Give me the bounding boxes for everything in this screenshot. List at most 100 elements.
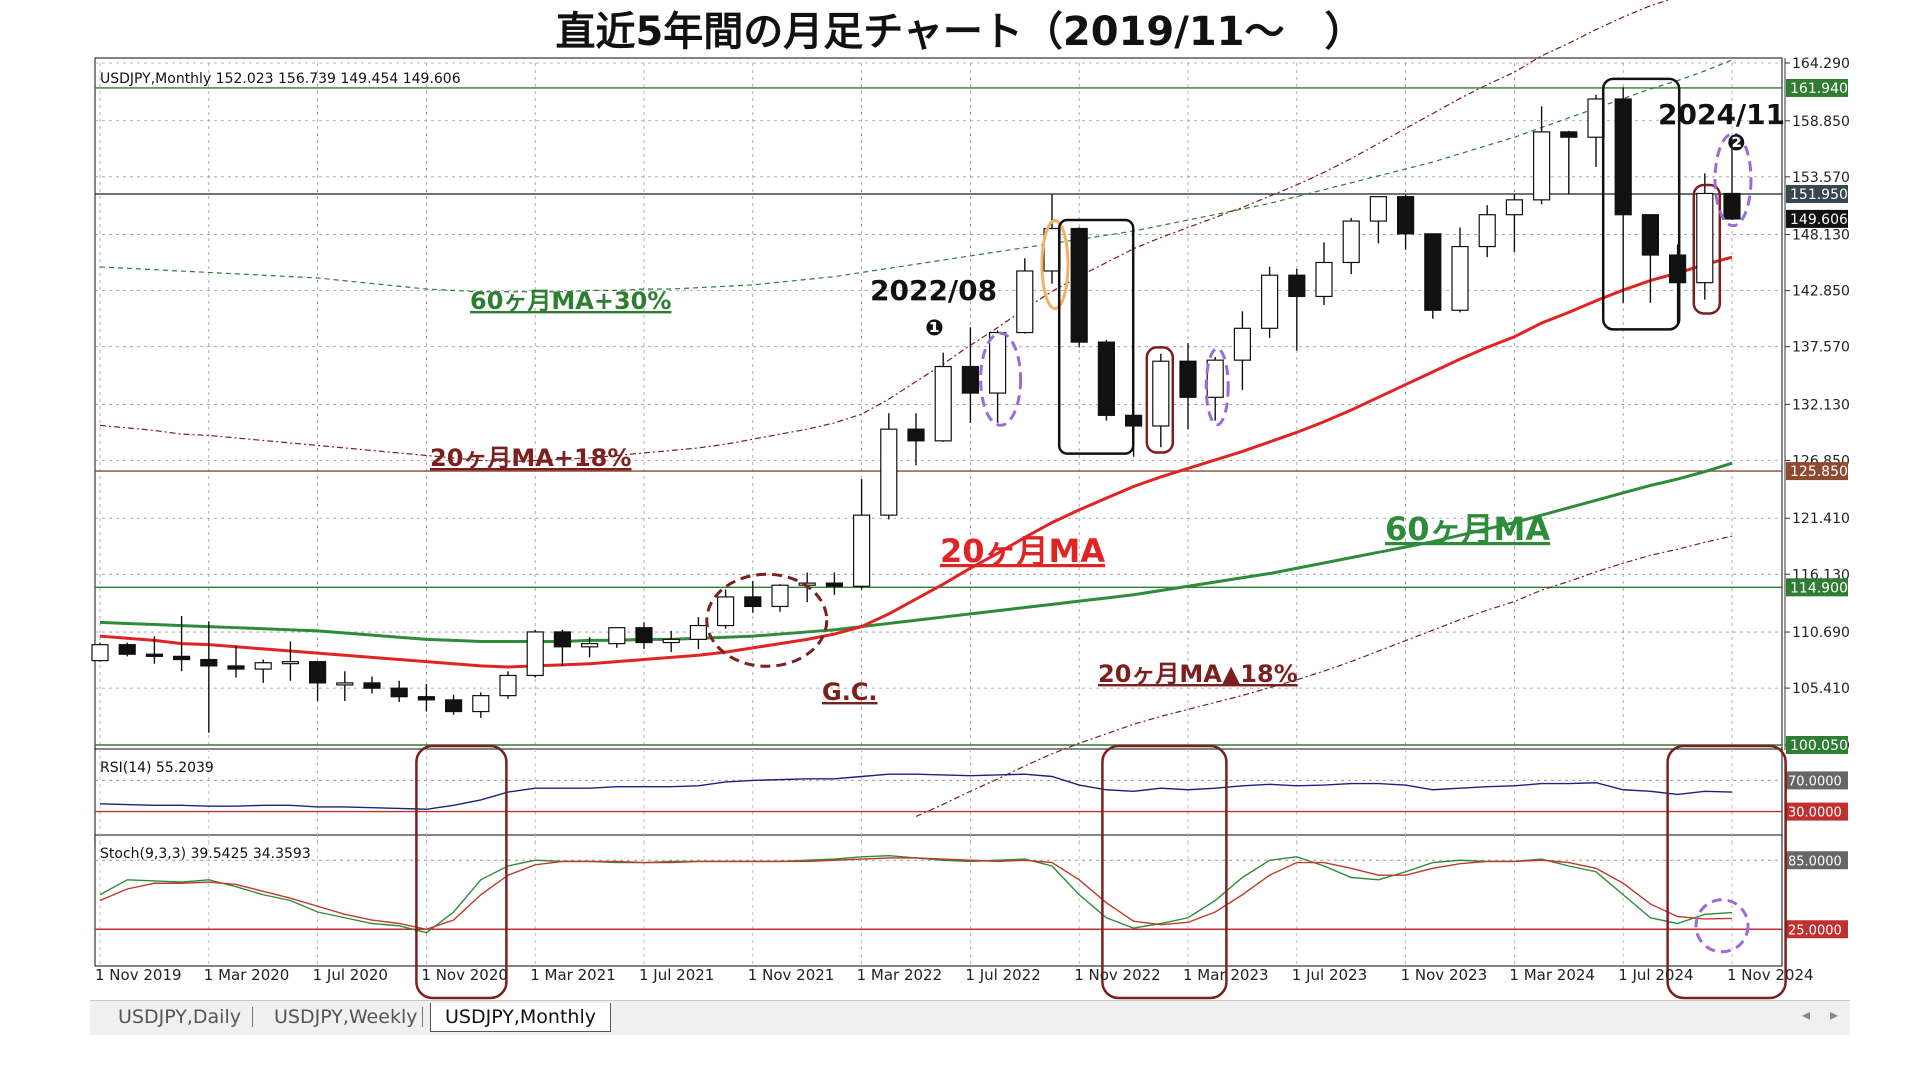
tab-weekly[interactable]: USDJPY,Weekly xyxy=(274,1006,418,1028)
candle-body xyxy=(1532,131,1551,201)
candle-body xyxy=(1424,233,1442,311)
price-badge-label: 125.850 xyxy=(1790,464,1848,480)
stoch-level-label: 25.0000 xyxy=(1788,923,1842,938)
rsi-panel-frame xyxy=(94,748,1783,844)
purple-dashed-ellipse-2 xyxy=(1204,347,1230,427)
symbol-info: USDJPY,Monthly 152.023 156.739 149.454 1… xyxy=(100,71,461,87)
candle-body xyxy=(852,514,871,587)
candle-body xyxy=(1260,274,1279,329)
candle-body xyxy=(1206,359,1224,398)
time-tick-label: 1 Mar 2022 xyxy=(857,966,943,984)
price-badge-label: 114.900 xyxy=(1790,580,1848,596)
dark-red-box-2024 xyxy=(1692,183,1722,315)
black-box-2024 xyxy=(1601,77,1681,331)
label-ma60: 60ヶ月MA xyxy=(1385,510,1550,548)
time-tick-label: 1 Mar 2024 xyxy=(1509,966,1595,984)
candle-body xyxy=(309,661,327,684)
candle-body xyxy=(662,638,680,644)
label-2024-11: 2024/11 xyxy=(1658,98,1785,131)
candle-body xyxy=(1070,227,1088,343)
label-ma20-minus18: 20ヶ月MA▲18% xyxy=(1098,660,1298,688)
candle-body xyxy=(1097,341,1116,416)
time-tick-label: 1 Mar 2020 xyxy=(204,966,290,984)
time-tick-label: 1 Mar 2021 xyxy=(530,966,616,984)
marker-2: ❷ xyxy=(1727,131,1746,156)
candle-body xyxy=(716,596,735,627)
candle-body xyxy=(91,644,109,662)
indicator-box-2020 xyxy=(415,744,508,1000)
candle-body xyxy=(1641,214,1660,256)
label-ma20-plus18: 20ヶ月MA+18% xyxy=(430,444,631,472)
label-gc: G.C. xyxy=(822,678,878,706)
price-tick-label: 142.850 xyxy=(1792,284,1850,300)
price-badge-label: 151.950 xyxy=(1790,187,1848,203)
time-tick-label: 1 Nov 2022 xyxy=(1074,966,1161,984)
stoch-level-badge xyxy=(1786,851,1848,870)
price-badge xyxy=(1786,209,1848,228)
candle-body xyxy=(1451,245,1469,311)
price-tick-label: 132.130 xyxy=(1792,397,1850,413)
rsi-level-label: 30.0000 xyxy=(1788,806,1842,821)
price-tick-label: 153.570 xyxy=(1792,170,1850,186)
candle-body xyxy=(254,662,272,670)
rsi-level-badge xyxy=(1786,802,1848,821)
candle-body xyxy=(526,631,544,677)
candle-body xyxy=(934,365,952,442)
candle-body xyxy=(1233,327,1252,361)
candle-body xyxy=(227,665,245,670)
candle-body xyxy=(363,682,381,689)
candle-body xyxy=(1696,192,1714,284)
tab-monthly[interactable]: USDJPY,Monthly xyxy=(430,1003,611,1032)
candle-body xyxy=(907,428,925,442)
candle-body xyxy=(390,687,408,698)
scroll-left-icon[interactable]: ◂ xyxy=(1802,1005,1811,1024)
candle-body xyxy=(1396,196,1415,235)
label-2022-08: 2022/08 xyxy=(870,274,997,307)
candle-body xyxy=(200,658,218,667)
purple-dashed-ellipse-3 xyxy=(1713,132,1753,228)
candle-body xyxy=(417,696,435,701)
rsi-line xyxy=(99,773,1733,810)
candle-body xyxy=(336,682,354,686)
gc-ellipse xyxy=(705,572,829,668)
time-tick-label: 1 Mar 2023 xyxy=(1183,966,1269,984)
stoch-label: Stoch(9,3,3) 39.5425 34.3593 xyxy=(100,846,311,862)
candle-body xyxy=(744,596,762,608)
candle-body xyxy=(1614,98,1632,216)
candle-body xyxy=(580,643,599,648)
candle-body xyxy=(1505,199,1524,216)
candle-body xyxy=(988,331,1007,394)
price-tick-label: 148.130 xyxy=(1792,228,1850,244)
candle-body xyxy=(1587,98,1605,138)
indicator-box-2023 xyxy=(1101,744,1228,1000)
scroll-right-icon[interactable]: ▸ xyxy=(1830,1005,1839,1024)
ma20-plus18-line xyxy=(99,0,1671,463)
candle-body xyxy=(445,699,463,713)
candle-body xyxy=(1342,220,1360,264)
stoch-level-badge xyxy=(1786,920,1848,939)
ma60-line xyxy=(99,461,1733,643)
tab-daily[interactable]: USDJPY,Daily xyxy=(118,1006,241,1028)
price-tick-label: 110.690 xyxy=(1792,625,1850,641)
label-ma20: 20ヶ月MA xyxy=(940,532,1105,570)
candle-body xyxy=(1723,192,1741,220)
purple-dashed-ellipse-1 xyxy=(979,331,1023,427)
price-badge xyxy=(1786,185,1848,204)
candle-body xyxy=(1369,196,1388,222)
time-tick-label: 1 Jul 2021 xyxy=(639,966,714,984)
time-tick-label: 1 Nov 2024 xyxy=(1727,966,1814,984)
stoch-panel-frame xyxy=(94,834,1783,967)
candle-body xyxy=(173,655,191,661)
chart-tab-bar: USDJPY,Daily USDJPY,Weekly USDJPY,Monthl… xyxy=(90,1000,1850,1035)
candle-body xyxy=(1152,360,1170,427)
candle-body xyxy=(1315,261,1333,298)
price-badge xyxy=(1786,578,1848,597)
candle-body xyxy=(961,365,980,394)
orange-ellipse xyxy=(1040,219,1070,311)
tab-separator xyxy=(422,1007,423,1027)
candle-body xyxy=(825,582,844,587)
candle-body xyxy=(771,584,789,608)
black-box-2022 xyxy=(1057,218,1135,455)
ma20-minus18-line xyxy=(915,535,1733,818)
ma60-plus30-line xyxy=(99,59,1733,293)
